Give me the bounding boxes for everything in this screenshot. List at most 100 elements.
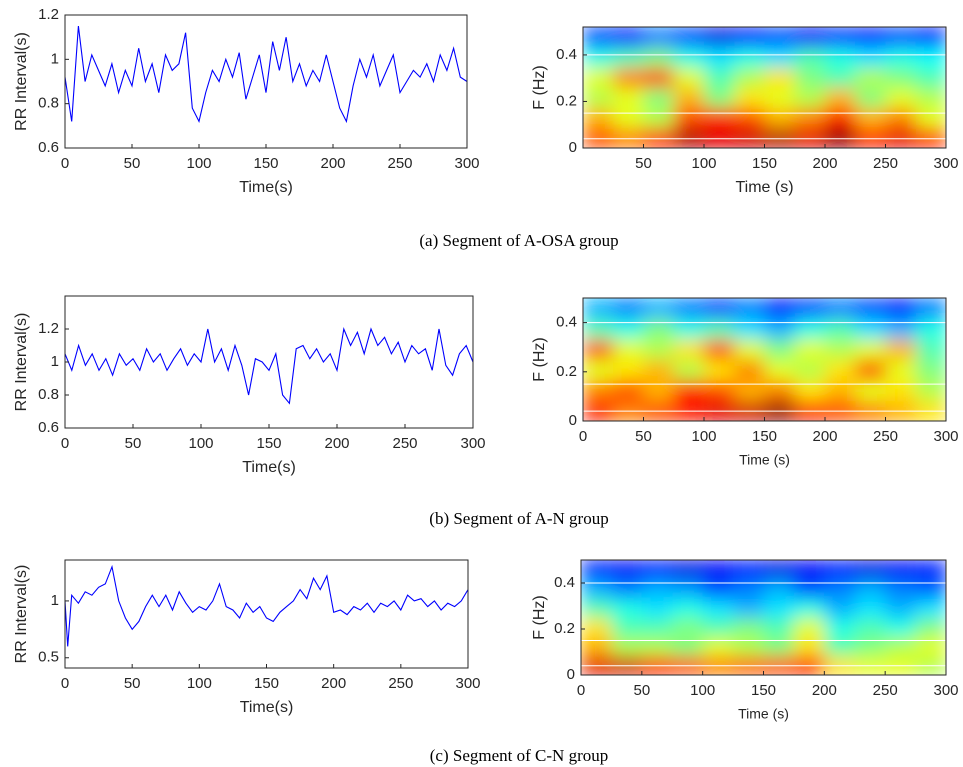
y-axis-label: F (Hz) (531, 337, 548, 381)
heat-cell (583, 127, 614, 148)
heat-cell (915, 339, 946, 360)
heat-cell (673, 339, 705, 360)
x-tick-label: 50 (635, 155, 652, 172)
heat-cell (643, 339, 675, 360)
heat-cell (915, 47, 946, 68)
heat-cell (885, 579, 917, 599)
heat-cell (702, 598, 734, 618)
heat-cell (704, 107, 735, 129)
heat-cell (764, 27, 796, 48)
heat-cell (613, 318, 644, 340)
heat-cell (581, 560, 612, 580)
x-axis-label: Time (s) (739, 452, 790, 468)
heat-cell (915, 617, 946, 638)
heat-cell (613, 87, 644, 109)
y-tick-label: 0.8 (38, 95, 59, 112)
heat-cell (613, 380, 644, 401)
heat-cell (855, 47, 886, 68)
heat-cell (793, 617, 825, 638)
y-tick-label: 0.5 (38, 649, 59, 666)
heat-cell (763, 560, 795, 580)
heat-cell (825, 318, 856, 340)
y-tick-label: 0.6 (38, 419, 59, 436)
heat-cell (611, 579, 643, 599)
heat-cell (702, 636, 734, 657)
heat-cell (643, 127, 675, 148)
heat-cell (583, 318, 614, 340)
x-tick-label: 250 (392, 435, 417, 452)
y-axis-label: RR Interval(s) (13, 32, 30, 131)
heat-cell (734, 47, 765, 68)
y-tick-label: 0.8 (38, 386, 59, 403)
x-axis-label: Time(s) (240, 699, 294, 716)
heat-cell (915, 27, 946, 48)
heat-cell (855, 339, 886, 360)
heat-cell (915, 318, 946, 340)
heat-cell (613, 107, 644, 129)
heat-cell (764, 127, 796, 148)
x-tick-label: 200 (320, 155, 345, 172)
heat-cell (855, 298, 886, 319)
heat-cell (583, 67, 614, 88)
x-tick-label: 200 (812, 682, 837, 699)
x-tick-label: 0 (577, 682, 585, 699)
heat-cell (855, 87, 886, 109)
rr-line (64, 327, 474, 405)
heat-cell (672, 598, 704, 618)
heat-cell (643, 359, 675, 381)
heat-cell (885, 617, 917, 638)
heat-cell (702, 560, 734, 580)
heat-cell (583, 380, 614, 401)
x-tick-label: 50 (124, 155, 141, 172)
heat-cell (854, 617, 886, 638)
heat-cell (824, 598, 856, 618)
heat-cell (704, 67, 735, 88)
x-tick-label: 100 (186, 155, 211, 172)
heat-cell (704, 359, 735, 381)
heat-cell (855, 27, 886, 48)
heat-cell (915, 560, 946, 580)
heat-cell (583, 339, 614, 360)
rr-line (64, 564, 469, 647)
heat-cell (764, 298, 796, 319)
heat-cell (915, 598, 946, 618)
x-axis-label: Time (s) (735, 179, 793, 196)
heat-cell (641, 560, 673, 580)
heat-cell (702, 617, 734, 638)
heat-cell (794, 87, 826, 109)
heat-cell (764, 107, 796, 129)
heat-cell (733, 579, 764, 599)
x-tick-label: 0 (579, 428, 587, 445)
heat-cell (641, 579, 673, 599)
y-axis-label: F (Hz) (531, 65, 548, 109)
heat-cell (613, 127, 644, 148)
heat-cell (825, 67, 856, 88)
heat-cell (824, 579, 856, 599)
heat-cell (641, 636, 673, 657)
heat-cell (885, 127, 917, 148)
heat-cell (704, 47, 735, 68)
heat-cell (794, 318, 826, 340)
heat-cell (793, 579, 825, 599)
y-tick-label: 1.2 (38, 320, 59, 337)
x-axis-label: Time (s) (738, 706, 789, 722)
heat-cell (855, 67, 886, 88)
x-tick-label: 200 (324, 435, 349, 452)
heat-cell (672, 560, 704, 580)
axes-box (64, 295, 474, 429)
heat-cell (613, 27, 644, 48)
heat-cell (704, 298, 735, 319)
heat-cell (734, 67, 765, 88)
heat-cell (885, 339, 917, 360)
heat-cell (793, 560, 825, 580)
heat-cell (733, 560, 764, 580)
heat-cell (702, 579, 734, 599)
heat-cell (704, 127, 735, 148)
x-tick-label: 300 (455, 675, 480, 692)
heat-cell (763, 579, 795, 599)
y-tick-label: 0.2 (556, 92, 577, 109)
heat-cell (825, 127, 856, 148)
x-axis-label: Time(s) (242, 459, 296, 476)
heat-cell (855, 359, 886, 381)
